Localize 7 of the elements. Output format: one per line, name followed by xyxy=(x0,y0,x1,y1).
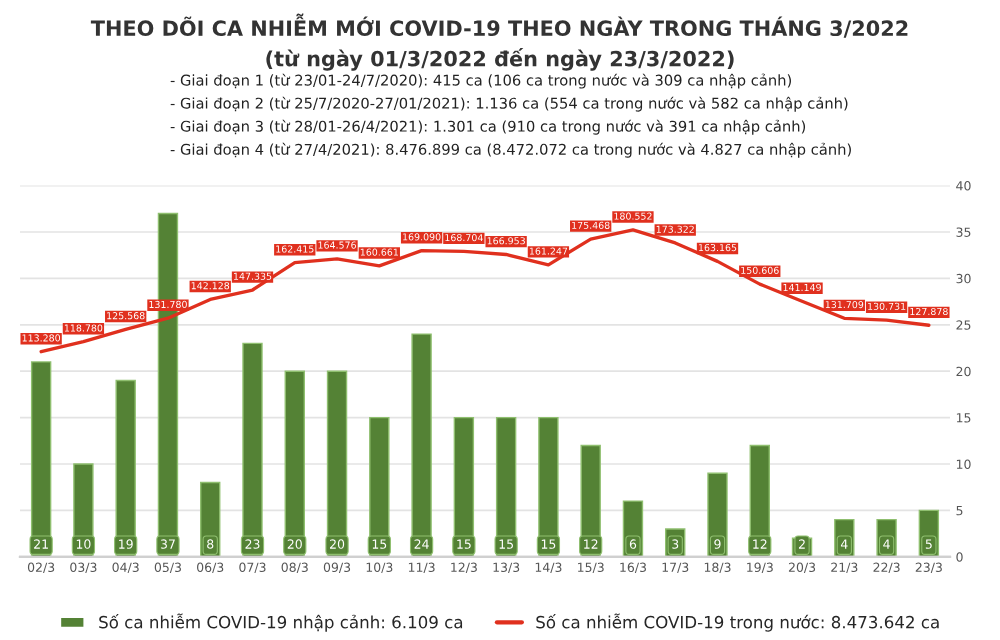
legend-label: Số ca nhiễm COVID-19 trong nước: 8.473.642 ca xyxy=(536,613,939,632)
bar xyxy=(115,379,136,557)
chart-title: THEO DÕI CA NHIỄM MỚI COVID-19 THEO NGÀY TRONG THÁNG 3/2022 xyxy=(90,13,908,38)
legend-label: Số ca nhiễm COVID-19 nhập cảnh: 6.109 ca xyxy=(99,613,463,632)
bar xyxy=(242,342,263,557)
chart-subtitle: (từ ngày 01/3/2022 đến ngày 23/3/2022) xyxy=(266,48,734,71)
bar xyxy=(411,333,432,557)
